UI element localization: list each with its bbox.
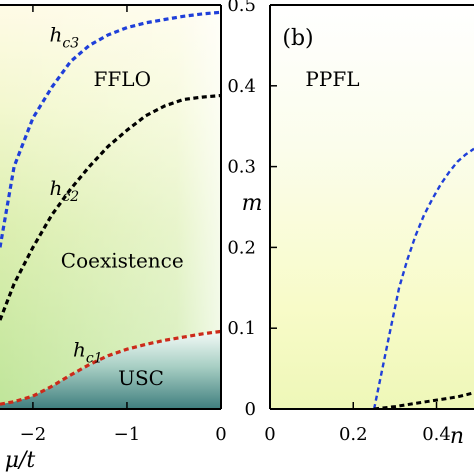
usc-region (0, 331, 221, 409)
curve-label-hc3: hc3 (49, 22, 79, 51)
x-tick-label-a: −1 (114, 424, 141, 445)
y-tick-label-b: 0.5 (227, 0, 256, 16)
y-tick-label-b: 0.4 (227, 76, 256, 97)
curve-label-hc2: hc2 (49, 176, 79, 205)
region-label-coexistence: Coexistence (61, 249, 184, 273)
y-tick-label-b: 0.3 (227, 157, 256, 178)
background-b (270, 5, 474, 409)
y-tick-label-b: 0 (245, 399, 256, 420)
x-axis-label-b: n (450, 424, 464, 449)
curve-b-1 (372, 147, 474, 409)
curve-hc2 (0, 93, 221, 321)
y-tick-label-b: 0.1 (227, 318, 256, 339)
x-tick-label-a: −2 (20, 424, 47, 445)
curve-b-2 (373, 391, 474, 409)
region-label-ppfl: PPFL (305, 67, 359, 91)
plot-area-a (0, 5, 221, 409)
y-axis-label-b: m (242, 191, 263, 216)
x-tick-label-b: 0 (264, 424, 275, 445)
panel-a: hc3 hc2 hc1 FFLO Coexistence USC −2 −1 0 μ/t (0, 4, 227, 473)
curve-label-hc1: hc1 (73, 337, 103, 366)
x-tick-label-a: 0 (215, 424, 226, 445)
curve-hc1 (0, 329, 221, 406)
x-tick-label-b: 0.4 (422, 424, 451, 445)
panel-b: 0 0.1 0.2 0.3 0.4 0.5 0 0.2 0.4 (b) PPFL m n (227, 0, 474, 449)
panel-tag-b: (b) (282, 26, 313, 51)
plot-area-b (270, 5, 474, 409)
y-tick-label-b: 0.2 (227, 237, 256, 258)
region-label-usc: USC (118, 366, 164, 390)
curve-hc3 (0, 10, 221, 248)
x-axis-label-a: μ/t (5, 448, 36, 473)
region-label-fflo: FFLO (94, 67, 151, 91)
x-tick-label-b: 0.2 (339, 424, 368, 445)
